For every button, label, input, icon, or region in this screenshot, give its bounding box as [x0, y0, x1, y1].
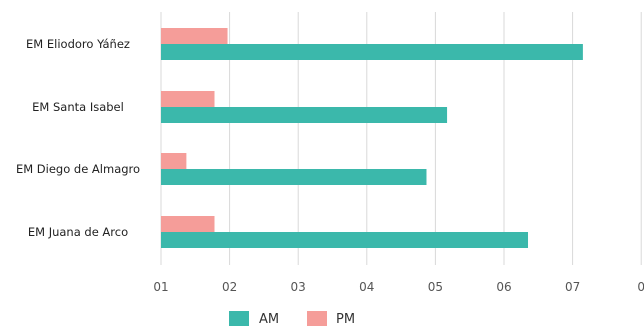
legend-label-am: AM	[259, 312, 279, 327]
legend-label-pm: PM	[336, 312, 355, 327]
x-tick-label: 03	[291, 280, 306, 294]
x-tick-labels: 01 02 03 04 05 06 07 0	[153, 280, 644, 294]
legend: AM PM	[229, 311, 355, 327]
bar-pm-em-santa-isabel	[161, 91, 215, 107]
x-tick-label: 04	[359, 280, 374, 294]
x-tick-label: 07	[565, 280, 580, 294]
bar-am-em-juana-de-arco	[161, 232, 529, 248]
legend-swatch-am	[229, 311, 249, 326]
category-labels: EM Eliodoro Yáñez EM Santa Isabel EM Diego…	[16, 37, 140, 239]
bars	[161, 28, 583, 248]
bar-pm-em-diego-de-almagro	[161, 153, 187, 169]
x-tick-label: 05	[428, 280, 443, 294]
bar-am-em-diego-de-almagro	[161, 169, 427, 185]
bar-am-em-santa-isabel	[161, 107, 448, 123]
x-tick-label: 0	[637, 280, 644, 294]
bar-pm-em-eliodoro-yanez	[161, 28, 228, 44]
x-tick-label: 01	[153, 280, 168, 294]
category-label: EM Juana de Arco	[28, 225, 128, 239]
bar-pm-em-juana-de-arco	[161, 216, 215, 232]
category-label: EM Diego de Almagro	[16, 162, 140, 176]
category-label: EM Santa Isabel	[32, 100, 124, 114]
x-tick-label: 06	[496, 280, 511, 294]
x-tick-label: 02	[222, 280, 237, 294]
legend-swatch-pm	[307, 311, 327, 326]
bar-am-em-eliodoro-yanez	[161, 44, 583, 60]
category-label: EM Eliodoro Yáñez	[26, 37, 130, 51]
